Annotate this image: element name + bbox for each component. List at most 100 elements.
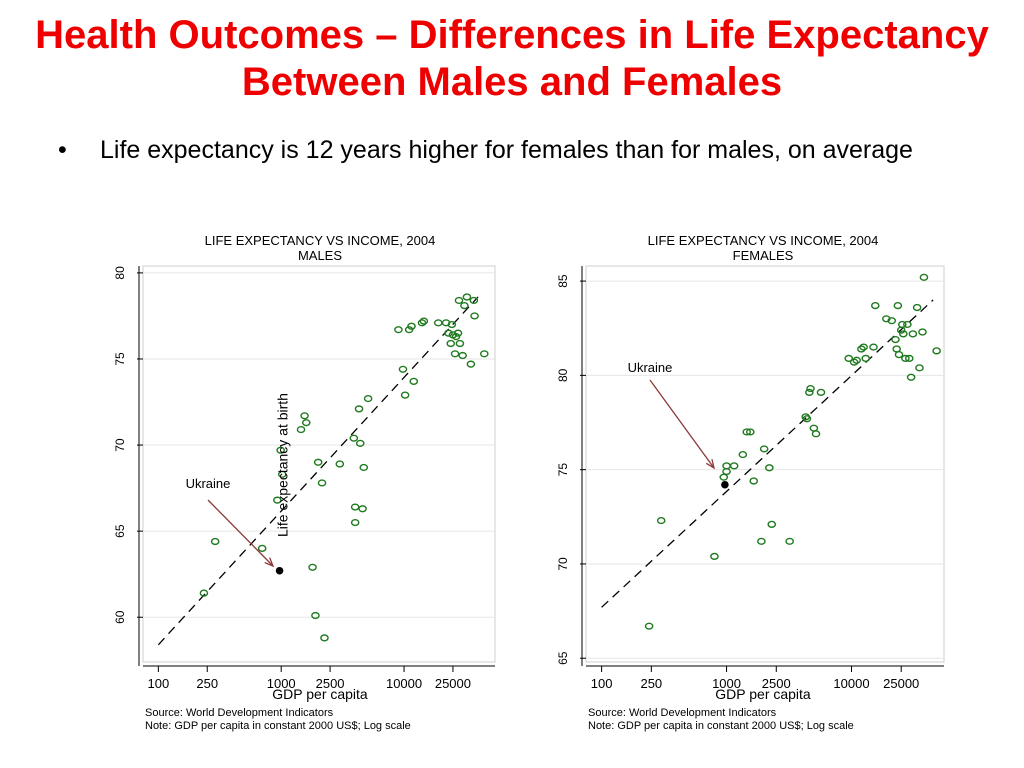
bullet-point: • Life expectancy is 12 years higher for…	[58, 134, 958, 167]
source-note: Source: World Development Indicators	[588, 707, 777, 719]
slide-title: Health Outcomes – Differences in Life Ex…	[35, 13, 989, 104]
data-point	[918, 328, 927, 336]
data-point	[919, 273, 929, 281]
data-point	[277, 470, 287, 478]
scale-note: Note: GDP per capita in constant 2000 US…	[145, 720, 411, 732]
data-point	[210, 537, 220, 546]
annotation-arrowhead	[264, 557, 275, 568]
data-point	[906, 373, 916, 381]
chart-subtitle: FEMALES	[733, 248, 794, 263]
annotation-label: Ukraine	[186, 476, 231, 491]
data-point	[802, 415, 812, 423]
data-point	[419, 317, 429, 325]
fit-line	[157, 296, 479, 646]
x-tick-label: 1000	[712, 676, 741, 691]
data-point	[460, 302, 469, 310]
data-point	[349, 434, 359, 442]
y-tick-label: 80	[556, 368, 570, 382]
bullet-text: Life expectancy is 12 years higher for f…	[100, 136, 913, 164]
data-point	[313, 458, 323, 466]
data-point	[759, 445, 769, 453]
data-point	[417, 319, 427, 327]
data-point	[894, 351, 904, 359]
data-point	[729, 462, 739, 470]
data-point	[757, 537, 766, 545]
x-tick-label: 250	[196, 676, 218, 691]
data-point	[455, 339, 465, 348]
data-point	[644, 622, 654, 630]
fit-line	[601, 299, 934, 608]
data-point	[765, 464, 774, 472]
data-point	[806, 384, 815, 393]
scale-note: Note: GDP per capita in constant 2000 US…	[588, 720, 854, 732]
data-point	[400, 391, 410, 399]
x-tick-label: 250	[640, 676, 662, 691]
data-point	[257, 544, 267, 552]
data-point	[462, 293, 472, 301]
x-tick-label: 25000	[883, 676, 919, 691]
data-point	[479, 350, 489, 358]
data-point	[466, 360, 476, 368]
data-point	[869, 343, 878, 351]
data-point	[742, 428, 752, 436]
y-tick-label: 75	[556, 463, 570, 477]
data-point	[320, 634, 329, 642]
data-point	[359, 463, 369, 472]
x-tick-label: 1000	[267, 676, 296, 691]
source-note: Source: World Development Indicators	[145, 707, 334, 719]
data-point	[273, 496, 282, 504]
y-tick-label: 60	[113, 610, 127, 624]
data-point	[859, 343, 868, 351]
data-point	[300, 412, 309, 420]
chart-title: LIFE EXPECTANCY VS INCOME, 2004	[205, 233, 436, 248]
data-point	[749, 477, 759, 485]
data-point	[354, 405, 364, 413]
plot-area	[585, 265, 945, 663]
data-point	[710, 552, 719, 561]
data-point	[805, 388, 814, 396]
data-point	[458, 351, 467, 360]
data-point	[199, 589, 209, 597]
x-tick-label: 2500	[762, 676, 791, 691]
y-axis-label: Life expectancy at birth	[275, 393, 291, 537]
data-point	[915, 364, 924, 372]
y-tick-label: 65	[113, 524, 127, 538]
annotation-arrowhead	[705, 459, 715, 470]
data-point	[899, 330, 908, 338]
annotation-arrow	[649, 379, 715, 469]
data-point	[903, 320, 912, 329]
data-point	[908, 330, 918, 338]
annotation-arrow	[207, 499, 274, 567]
data-point	[746, 428, 755, 436]
data-point	[451, 332, 461, 341]
data-point	[444, 329, 453, 337]
y-tick-label: 70	[113, 438, 127, 452]
data-point	[785, 537, 794, 545]
data-point	[811, 430, 821, 438]
ukraine-point	[721, 480, 729, 489]
data-point	[355, 439, 365, 447]
data-point	[887, 317, 897, 325]
data-point	[350, 518, 360, 527]
x-axis-label: GDP per capita	[715, 686, 811, 702]
y-tick-label: 75	[113, 352, 127, 366]
data-point	[893, 302, 903, 310]
chart-subtitle: MALES	[298, 248, 342, 263]
data-point	[767, 520, 777, 528]
y-tick-label: 80	[113, 266, 127, 280]
data-point	[398, 365, 408, 373]
y-tick-label: 70	[556, 557, 570, 571]
annotation-label: Ukraine	[628, 360, 673, 375]
x-tick-label: 10000	[833, 676, 869, 691]
data-point	[446, 339, 456, 348]
y-tick-label: 85	[556, 274, 570, 288]
data-point	[335, 460, 345, 468]
data-point	[308, 563, 317, 571]
data-point	[816, 388, 826, 396]
y-tick-label: 65	[556, 651, 570, 665]
data-point	[932, 347, 941, 355]
chart-males: 60 65 70 75 80 100 250 1000 2500 10000 25000 Ukrain…	[113, 233, 496, 732]
data-point	[738, 450, 748, 459]
data-point	[656, 516, 666, 525]
